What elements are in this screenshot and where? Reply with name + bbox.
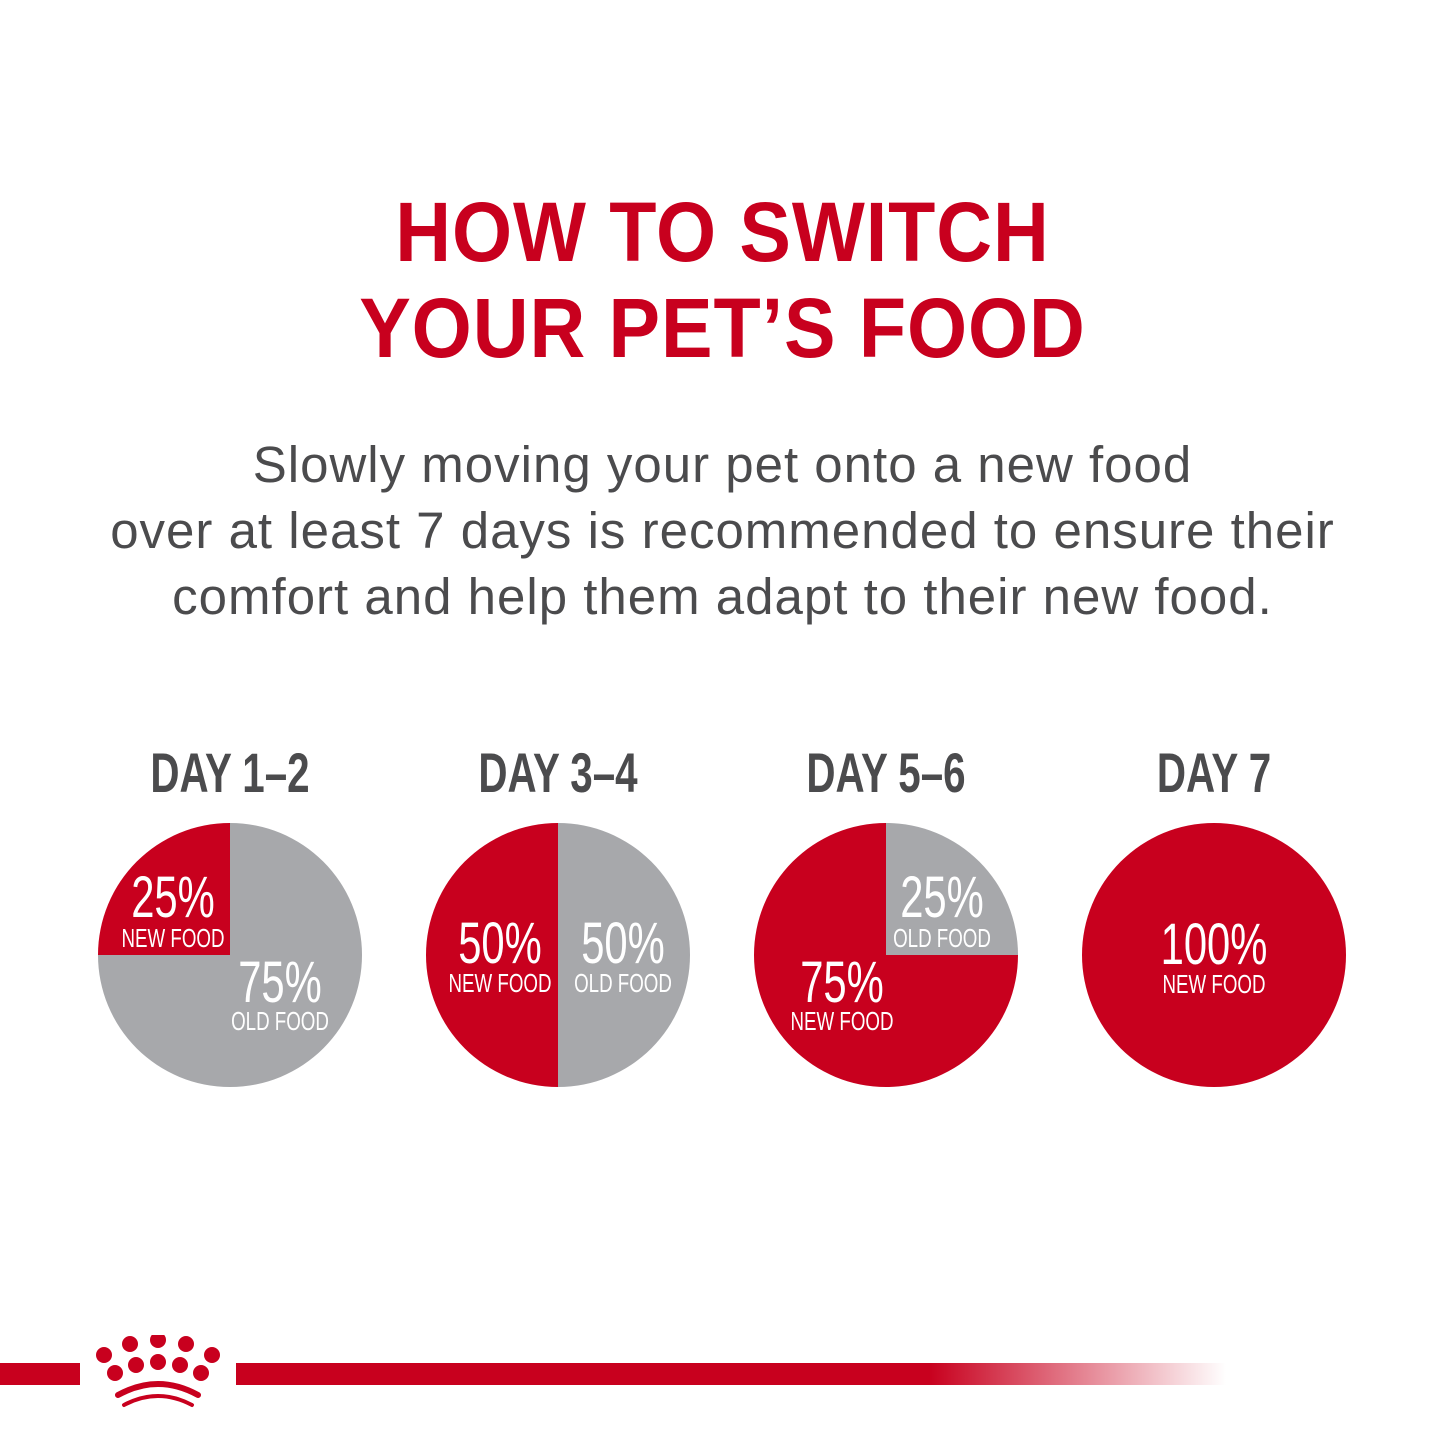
pie-slice-label: NEW FOOD xyxy=(790,1006,894,1036)
pie-slice-label: OLD FOOD xyxy=(231,1006,329,1036)
pie-percent-label: 50% xyxy=(458,911,542,976)
pie-percent-label: 75% xyxy=(238,950,322,1015)
pie-slice-new-food xyxy=(98,823,230,955)
pie-slice-label: OLD FOOD xyxy=(574,968,672,998)
pie-percent-label: 25% xyxy=(131,865,215,930)
title-line: YOUR PET’S FOOD xyxy=(359,281,1086,375)
pie-slice-label: OLD FOOD xyxy=(893,923,991,953)
crown-logo xyxy=(96,1335,220,1407)
pie-slice-label: NEW FOOD xyxy=(121,923,225,953)
pie-percent-label: 50% xyxy=(581,911,665,976)
pie-percent-label: 25% xyxy=(900,865,984,930)
title-line: HOW TO SWITCH xyxy=(395,185,1050,279)
day-label: DAY 7 xyxy=(1156,741,1272,804)
subtitle: Slowly moving your pet onto a new food o… xyxy=(0,432,1445,630)
pie-slice-old-food xyxy=(98,823,362,1087)
footer-bar-right xyxy=(236,1363,1226,1385)
pie-slice-old-food xyxy=(886,823,1018,955)
day-label: DAY 1–2 xyxy=(150,741,310,804)
page-title: HOW TO SWITCH YOUR PET’S FOOD xyxy=(0,184,1445,376)
day-label: DAY 5–6 xyxy=(806,741,966,804)
pie-slice-old-food xyxy=(558,823,690,1087)
footer-bar-left xyxy=(0,1363,80,1385)
pie-slice-new-food xyxy=(426,823,558,1087)
subtitle-line: over at least 7 days is recommended to e… xyxy=(110,502,1335,559)
pie-slice-label: NEW FOOD xyxy=(448,968,552,998)
pie-percent-label: 100% xyxy=(1160,912,1268,977)
subtitle-line: Slowly moving your pet onto a new food xyxy=(252,436,1193,493)
day-label: DAY 3–4 xyxy=(478,741,638,804)
pie-slice-new-food xyxy=(1082,823,1346,1087)
pie-slice-label: NEW FOOD xyxy=(1162,969,1266,999)
pie-percent-label: 75% xyxy=(800,950,884,1015)
subtitle-line: comfort and help them adapt to their new… xyxy=(172,568,1273,625)
